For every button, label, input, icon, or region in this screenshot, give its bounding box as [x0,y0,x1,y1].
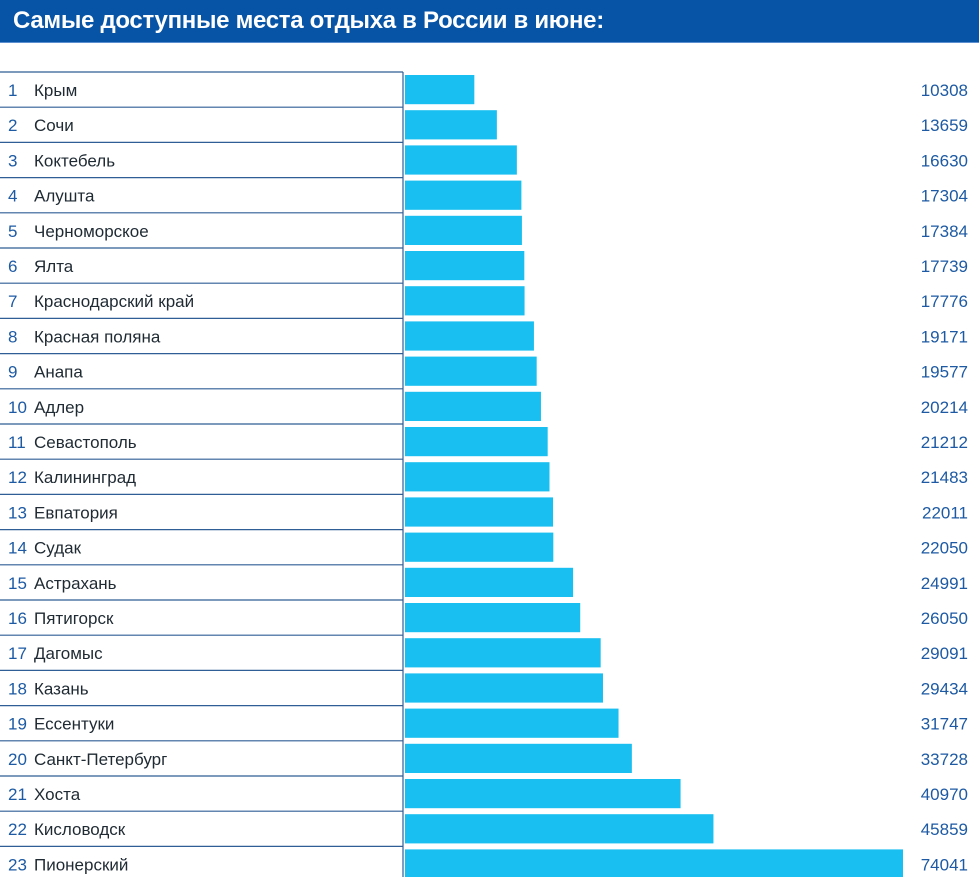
rank-label: 4 [8,187,17,206]
category-label: Сочи [34,116,74,135]
value-label: 21212 [921,433,968,452]
category-label: Евпатория [34,503,118,522]
value-label: 10308 [921,81,968,100]
rank-label: 11 [8,433,26,452]
bar-22 [405,814,714,844]
category-label: Кисловодск [34,820,126,839]
category-label: Адлер [34,398,84,417]
value-label: 19577 [921,363,968,382]
value-label: 24991 [921,574,968,593]
value-label: 21483 [921,468,968,487]
rank-label: 5 [8,222,17,241]
bar-19 [405,708,619,738]
value-label: 20214 [921,398,968,417]
category-label: Севастополь [34,433,137,452]
category-label: Анапа [34,363,83,382]
bar-1 [405,75,475,105]
rank-label: 9 [8,363,17,382]
bar-13 [405,497,554,527]
bar-21 [405,779,681,809]
bar-16 [405,603,581,633]
category-label: Калининград [34,468,136,487]
bar-23 [405,849,903,877]
rank-label: 21 [8,785,27,804]
category-label: Алушта [34,187,95,206]
bar-2 [405,110,497,140]
category-label: Астрахань [34,574,117,593]
value-label: 17384 [921,222,968,241]
value-label: 31747 [921,715,968,734]
value-label: 74041 [921,855,968,874]
value-label: 19171 [921,327,968,346]
bar-18 [405,673,603,703]
bar-11 [405,427,548,457]
rank-label: 20 [8,750,27,769]
bar-14 [405,532,554,562]
bar-10 [405,391,541,421]
category-label: Коктебель [34,151,115,170]
rank-label: 10 [8,398,27,417]
category-label: Судак [34,539,82,558]
rank-label: 8 [8,327,17,346]
rank-label: 23 [8,855,27,874]
value-label: 16630 [921,151,968,170]
chart-title: Самые доступные места отдыха в России в … [13,7,604,34]
value-label: 45859 [921,820,968,839]
value-label: 29091 [921,644,968,663]
category-label: Черноморское [34,222,149,241]
rank-label: 6 [8,257,17,276]
title-bar: Самые доступные места отдыха в России в … [0,0,979,43]
value-label: 17776 [921,292,968,311]
bar-9 [405,356,537,386]
value-label: 40970 [921,785,968,804]
value-label: 17739 [921,257,968,276]
rank-label: 17 [8,644,27,663]
rank-label: 18 [8,679,27,698]
category-label: Ялта [34,257,74,276]
rank-label: 3 [8,151,17,170]
value-label: 29434 [921,679,968,698]
rank-label: 12 [8,468,27,487]
bar-12 [405,462,550,492]
bar-20 [405,743,632,773]
bar-3 [405,145,517,175]
value-label: 22050 [921,539,968,558]
value-label: 17304 [921,187,968,206]
category-label: Дагомыс [34,644,103,663]
rank-label: 22 [8,820,27,839]
value-label: 13659 [921,116,968,135]
bar-8 [405,321,534,351]
rank-label: 14 [8,539,27,558]
category-label: Крым [34,81,77,100]
bar-17 [405,638,601,668]
bar-7 [405,286,525,316]
rank-label: 15 [8,574,27,593]
rank-label: 16 [8,609,27,628]
category-label: Хоста [34,785,81,804]
category-label: Пятигорск [34,609,114,628]
bar-5 [405,215,522,245]
category-label: Казань [34,679,89,698]
category-label: Красная поляна [34,327,161,346]
rank-label: 19 [8,715,27,734]
category-label: Санкт-Петербург [34,750,167,769]
rank-label: 13 [8,503,27,522]
value-label: 26050 [921,609,968,628]
rank-label: 2 [8,116,17,135]
category-label: Ессентуки [34,715,114,734]
value-label: 22011 [922,503,968,522]
rank-label: 7 [8,292,17,311]
category-label: Краснодарский край [34,292,194,311]
bar-15 [405,567,574,597]
rank-label: 1 [8,81,17,100]
value-label: 33728 [921,750,968,769]
bar-4 [405,180,522,210]
bar-6 [405,251,525,281]
category-label: Пионерский [34,855,128,874]
